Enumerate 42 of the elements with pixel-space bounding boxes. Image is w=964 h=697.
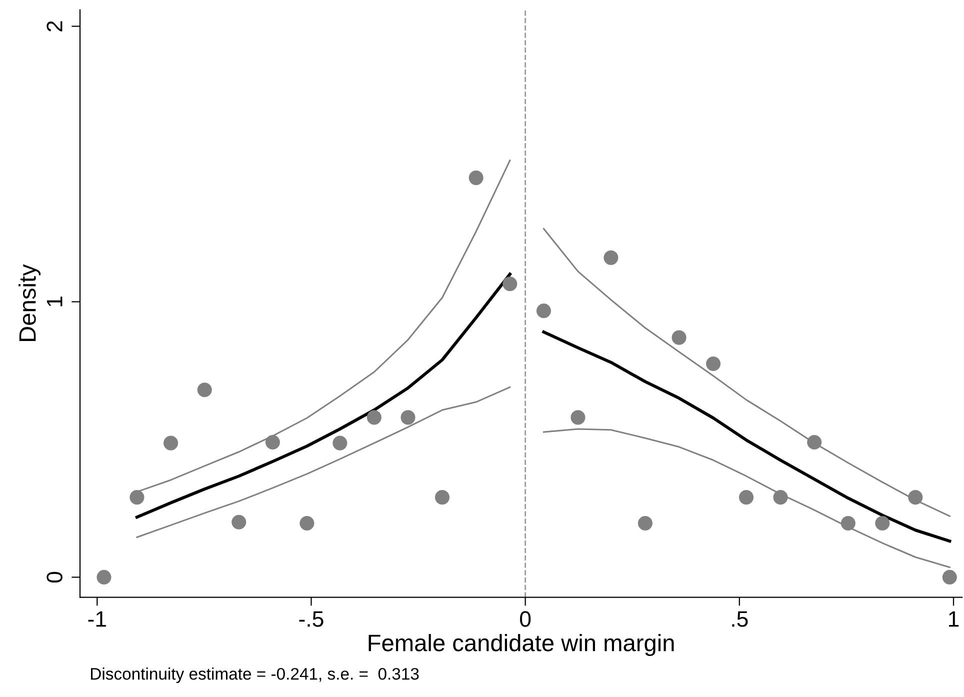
x-tick-label: .5 bbox=[732, 611, 748, 627]
point bbox=[738, 490, 754, 505]
point bbox=[197, 382, 212, 398]
point bbox=[536, 304, 552, 318]
point bbox=[706, 356, 721, 372]
x-axis-title: Female candidate win margin bbox=[368, 634, 674, 656]
point bbox=[300, 516, 314, 531]
point bbox=[942, 570, 957, 585]
point bbox=[773, 490, 788, 505]
point bbox=[468, 170, 484, 186]
line-series bbox=[542, 428, 950, 568]
line-series bbox=[136, 386, 511, 538]
y-tick-label: 1 bbox=[46, 296, 62, 306]
line-series bbox=[135, 272, 512, 519]
y-axis-title: Density bbox=[18, 264, 41, 341]
x-tick-label: 1 bbox=[949, 611, 959, 627]
point bbox=[164, 436, 178, 450]
text: Discontinuity estimate = -0.241, s.e. = 0.313 bbox=[91, 668, 419, 684]
point bbox=[638, 516, 652, 531]
point bbox=[265, 434, 280, 450]
point bbox=[672, 330, 686, 345]
point bbox=[875, 516, 890, 531]
point bbox=[502, 276, 518, 292]
x-tick-label: -1 bbox=[88, 611, 106, 627]
point bbox=[232, 514, 246, 530]
point bbox=[807, 434, 822, 450]
point bbox=[604, 250, 618, 265]
point bbox=[96, 570, 112, 585]
line-series bbox=[542, 228, 950, 517]
line-series bbox=[542, 330, 952, 543]
point bbox=[570, 410, 586, 425]
point bbox=[130, 490, 144, 505]
y-tick-label: 2 bbox=[46, 21, 62, 32]
point bbox=[366, 410, 382, 425]
y-tick-label: 0 bbox=[46, 572, 62, 583]
x-tick-label: -.5 bbox=[299, 611, 324, 627]
point bbox=[332, 436, 348, 450]
point bbox=[840, 516, 856, 531]
point bbox=[434, 490, 450, 505]
x-tick-label: 0 bbox=[520, 611, 531, 627]
point bbox=[908, 490, 923, 505]
point bbox=[400, 410, 416, 425]
